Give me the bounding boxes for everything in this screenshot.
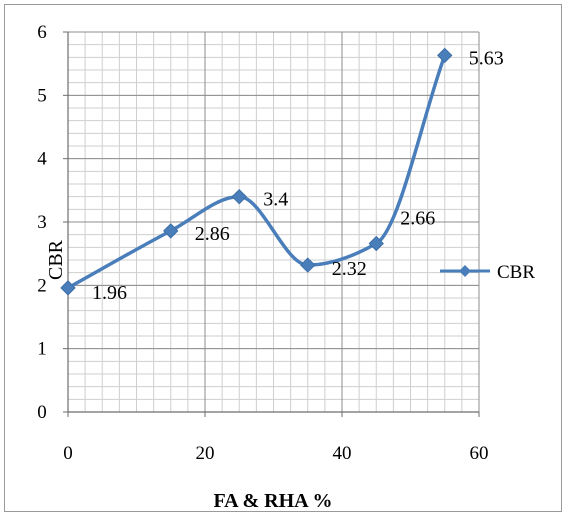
axes xyxy=(63,31,480,417)
data-point-marker[interactable] xyxy=(60,280,76,296)
y-tick-label: 2 xyxy=(37,275,47,296)
x-tick-label: 40 xyxy=(333,443,352,464)
legend[interactable]: CBR xyxy=(440,262,535,283)
data-point-marker[interactable] xyxy=(163,223,179,239)
legend-diamond-marker xyxy=(459,265,471,277)
data-label: 5.63 xyxy=(469,47,504,69)
y-tick-label: 5 xyxy=(37,85,47,106)
data-label: 2.32 xyxy=(332,258,367,280)
data-point-marker[interactable] xyxy=(368,235,384,252)
data-label: 1.96 xyxy=(92,282,127,304)
chart-frame xyxy=(4,4,562,512)
data-label: 2.66 xyxy=(400,208,435,230)
x-tick-label: 60 xyxy=(470,443,489,464)
y-tick-label: 3 xyxy=(37,212,47,233)
x-tick-label: 20 xyxy=(196,443,215,464)
data-point-marker[interactable] xyxy=(437,47,453,64)
y-tick-label: 0 xyxy=(37,402,47,423)
legend-label-cbr: CBR xyxy=(497,262,535,283)
x-axis-title: FA & RHA % xyxy=(213,490,332,512)
data-point-marker[interactable] xyxy=(231,188,247,205)
series-line-cbr xyxy=(67,54,447,290)
x-tick-label: 0 xyxy=(63,443,73,464)
y-tick-label: 4 xyxy=(37,149,47,170)
y-tick-label: 1 xyxy=(37,339,47,360)
data-point-marker[interactable] xyxy=(300,257,316,273)
y-axis-title: CBR xyxy=(45,239,67,280)
data-label: 2.86 xyxy=(195,223,230,245)
y-tick-labels: 0 1 2 3 4 5 6 xyxy=(37,22,47,423)
x-tick-labels: 0 20 40 60 xyxy=(63,443,488,464)
series-layer xyxy=(60,47,453,296)
data-label: 3.4 xyxy=(263,189,288,211)
data-labels: 1.96 2.86 3.4 2.32 2.66 5.63 xyxy=(92,47,504,303)
y-tick-label: 6 xyxy=(37,22,47,43)
